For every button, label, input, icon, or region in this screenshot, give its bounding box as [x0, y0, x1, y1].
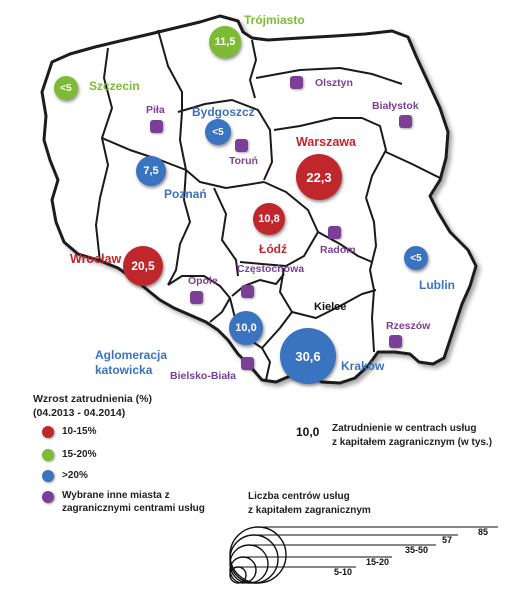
size-legend-title-line2: z kapitałem zagranicznym: [248, 505, 371, 516]
bydgoszcz-bubble: <5: [205, 119, 231, 145]
radom-label: Radom: [320, 244, 356, 256]
trojmiasto-value: 11,5: [214, 36, 236, 48]
value-note-line2: z kapitałem zagranicznym (w tys.): [332, 437, 493, 448]
rzeszow-label: Rzeszów: [386, 320, 431, 332]
lublin-bubble: <5: [404, 246, 428, 270]
legend-green-label: 15-20%: [62, 449, 97, 460]
size-label-35-50: 35-50: [405, 545, 429, 555]
szczecin-value: <5: [60, 82, 72, 94]
legend-red-label: 10-15%: [62, 426, 97, 437]
legend-title-line2: (04.2013 - 04.2014): [33, 407, 126, 419]
krakow-value: 30,6: [295, 348, 321, 364]
warszawa-value: 22,3: [306, 169, 332, 185]
katowice-bubble: 10,0: [229, 311, 263, 345]
wroclaw-label: Wrocław: [70, 252, 122, 266]
size-legend-title-line1: Liczba centrów usług: [248, 491, 350, 502]
legend-item-green: 15-20%: [42, 449, 96, 461]
olsztyn-marker: [290, 76, 303, 89]
legend-purple-label-line2: zagranicznymi centrami usług: [62, 503, 205, 514]
trojmiasto-bubble: 11,5: [209, 26, 241, 58]
legend-title-line1: Wzrost zatrudnienia (%): [33, 393, 153, 405]
size-label-57: 57: [442, 535, 453, 545]
bydgoszcz-label: Bydgoszcz: [192, 105, 255, 119]
lodz-bubble: 10,8: [253, 203, 285, 235]
bydgoszcz-value: <5: [212, 126, 224, 138]
bielsko-label: Bielsko-Biała: [170, 370, 236, 382]
torun-marker: [235, 139, 248, 152]
bielsko-marker: [241, 357, 254, 370]
size-label-85: 85: [478, 527, 489, 537]
legend-red-swatch: [42, 426, 54, 438]
legend-purple-swatch: [42, 491, 54, 503]
legend-green-swatch: [42, 449, 54, 461]
trojmiasto-label: Trójmiasto: [244, 13, 305, 27]
region-borders: [95, 29, 441, 381]
lodz-label: Łódź: [259, 242, 287, 256]
opole-label: Opole: [188, 275, 218, 287]
szczecin-label: Szczecin: [89, 79, 140, 93]
size-label-15-20: 15-20: [366, 557, 390, 567]
legend-item-blue: >20%: [42, 470, 88, 482]
katowice-label-line1: Aglomeracja: [95, 348, 168, 362]
value-note-line1: Zatrudnienie w centrach usług: [332, 423, 477, 434]
legend-blue-swatch: [42, 470, 54, 482]
wroclaw-bubble: 20,5: [123, 246, 163, 286]
legend-blue-label: >20%: [62, 470, 88, 481]
krakow-label: Kraków: [341, 359, 385, 373]
poznan-label: Poznań: [164, 187, 207, 201]
country-outline: [40, 14, 478, 385]
wroclaw-value: 20,5: [131, 259, 155, 273]
czestochowa-marker: [241, 285, 254, 298]
krakow-bubble: 30,6: [280, 328, 336, 384]
warszawa-label: Warszawa: [296, 135, 356, 149]
size-label-5-10: 5-10: [334, 567, 353, 577]
lublin-label: Lublin: [419, 278, 455, 292]
olsztyn-label: Olsztyn: [315, 77, 353, 89]
bialystok-label: Białystok: [372, 100, 419, 112]
poznan-bubble: 7,5: [136, 156, 166, 186]
legend-purple-label-line1: Wybrane inne miasta z: [62, 490, 170, 501]
torun-label: Toruń: [229, 155, 258, 167]
lublin-value: <5: [410, 252, 422, 264]
legend-item-red: 10-15%: [42, 426, 96, 438]
katowice-label-line2: katowicka: [95, 363, 153, 377]
opole-marker: [190, 291, 203, 304]
poznan-value: 7,5: [143, 165, 159, 177]
value-note-sample: 10,0: [296, 425, 320, 439]
pila-label: Piła: [146, 104, 165, 116]
legend-item-purple: Wybrane inne miasta z zagranicznymi cent…: [42, 489, 205, 515]
pila-marker: [150, 120, 163, 133]
kielce-label: Kielce: [314, 301, 347, 313]
czestochowa-label: Częstochowa: [237, 263, 305, 275]
lodz-value: 10,8: [258, 213, 280, 225]
warszawa-bubble: 22,3: [296, 154, 342, 200]
szczecin-bubble: <5: [54, 76, 78, 100]
radom-marker: [328, 226, 341, 239]
rzeszow-marker: [389, 335, 402, 348]
katowice-value: 10,0: [235, 322, 257, 334]
bialystok-marker: [399, 115, 412, 128]
